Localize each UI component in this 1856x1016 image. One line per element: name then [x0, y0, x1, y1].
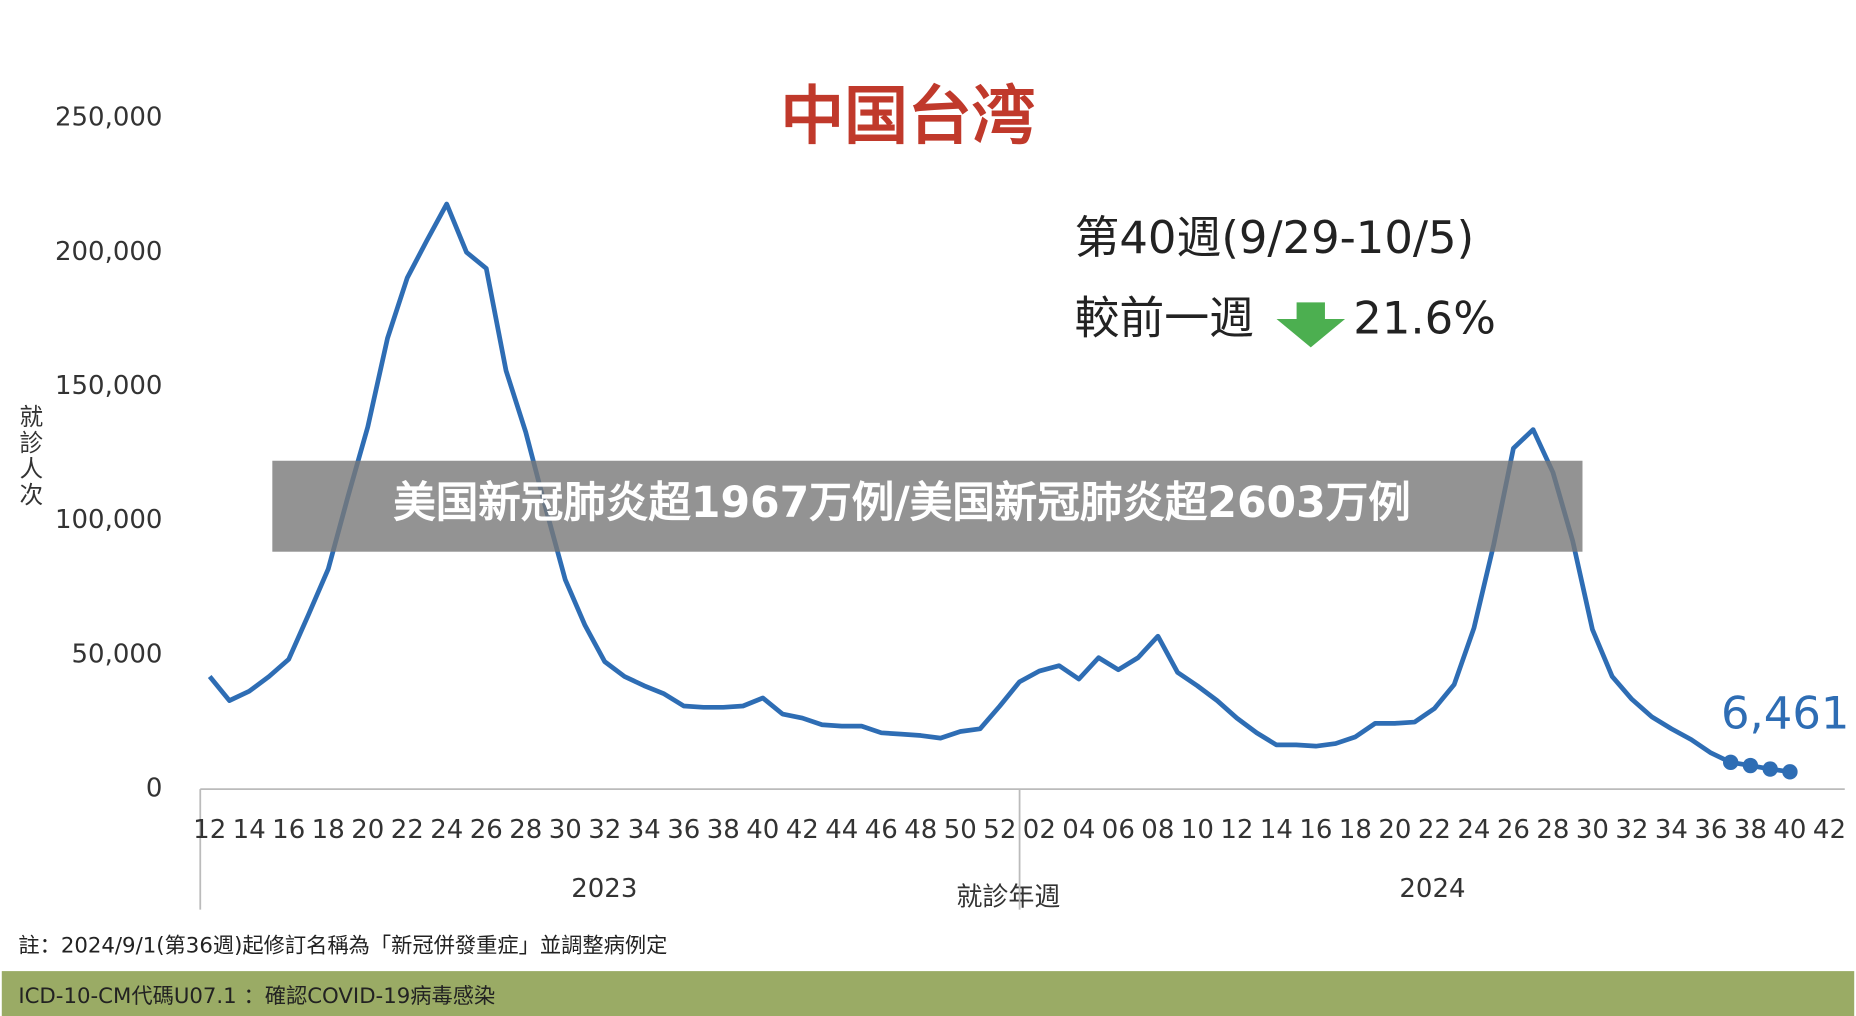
y-tick-label: 150,000: [55, 371, 162, 401]
x-tick-label: 26: [1497, 815, 1530, 845]
x-tick-label: 30: [1576, 815, 1609, 845]
y-axis-label: 就診人次: [15, 404, 43, 508]
y-tick-label: 200,000: [55, 237, 162, 267]
x-tick-label: 44: [825, 815, 858, 845]
x-tick-label: 18: [312, 815, 345, 845]
x-tick-label: 52: [983, 815, 1016, 845]
x-tick-label: 50: [944, 815, 977, 845]
x-tick-label: 08: [1141, 815, 1174, 845]
chart-title: 中国台湾: [780, 80, 1035, 154]
footer-bar: [1, 971, 1855, 1016]
y-tick-label: 0: [146, 774, 163, 804]
data-point: [1723, 754, 1739, 771]
y-tick-label: 250,000: [55, 103, 162, 133]
x-tick-label: 42: [786, 815, 819, 845]
overlay-text: 美国新冠肺炎超1967万例/美国新冠肺炎超2603万例: [393, 479, 1410, 528]
x-tick-label: 40: [746, 815, 779, 845]
x-tick-label: 28: [1536, 815, 1569, 845]
x-tick-label: 38: [1734, 815, 1767, 845]
x-tick-label: 36: [667, 815, 700, 845]
x-tick-label: 28: [509, 815, 542, 845]
year-label: 2023: [571, 874, 637, 904]
x-tick-label: 16: [1299, 815, 1332, 845]
x-tick-label: 22: [1418, 815, 1451, 845]
x-tick-label: 10: [1181, 815, 1214, 845]
x-axis-label: 就診年週: [956, 882, 1060, 912]
overlay-banner: [272, 460, 1583, 552]
x-tick-label: 12: [193, 815, 226, 845]
value-label: 6,461: [1721, 686, 1849, 739]
x-tick-label: 24: [1457, 815, 1490, 845]
x-tick-label: 04: [1062, 815, 1095, 845]
x-tick-label: 34: [1655, 815, 1688, 845]
x-tick-label: 06: [1102, 815, 1135, 845]
x-tick-label: 18: [1339, 815, 1372, 845]
data-line: [207, 201, 1791, 775]
annotation-week: 第40週(9/29-10/5): [1074, 211, 1474, 264]
x-tick-label: 38: [707, 815, 740, 845]
x-tick-label: 02: [1023, 815, 1056, 845]
x-tick-label: 42: [1813, 815, 1846, 845]
data-point: [1762, 761, 1778, 777]
down-arrow: [1276, 302, 1346, 348]
footer: ICD-10-CM代碼U07.1 ：確認COVID-19病毒感染: [18, 984, 495, 1009]
x-tick-label: 20: [351, 815, 384, 845]
y-tick-label: 50,000: [72, 639, 163, 669]
x-tick-label: 48: [904, 815, 937, 845]
data-point: [1782, 764, 1798, 780]
x-tick-label: 30: [549, 815, 582, 845]
x-tick-label: 14: [233, 815, 266, 845]
year-label: 2024: [1399, 874, 1465, 904]
data-point: [1742, 757, 1759, 774]
x-tick-label: 22: [391, 815, 424, 845]
x-tick-label: 32: [1615, 815, 1648, 845]
x-tick-label: 46: [865, 815, 898, 845]
x-tick-label: 36: [1694, 815, 1727, 845]
x-tick-label: 12: [1220, 815, 1253, 845]
y-tick-label: 100,000: [55, 505, 162, 535]
x-tick-label: 26: [470, 815, 503, 845]
x-tick-label: 40: [1773, 815, 1806, 845]
x-tick-label: 24: [430, 815, 463, 845]
annotation-change-label: 較前一週: [1074, 291, 1254, 344]
annotation-change: 21.6%: [1353, 291, 1496, 344]
x-tick-label: 16: [272, 815, 305, 845]
x-tick-label: 32: [588, 815, 621, 845]
note: 註：2024/9/1(第36週)起修訂名稱為「新冠併發重症」並調整病例定: [18, 933, 667, 958]
x-tick-label: 34: [628, 815, 661, 845]
x-tick-label: 20: [1378, 815, 1411, 845]
x-tick-label: 14: [1260, 815, 1293, 845]
